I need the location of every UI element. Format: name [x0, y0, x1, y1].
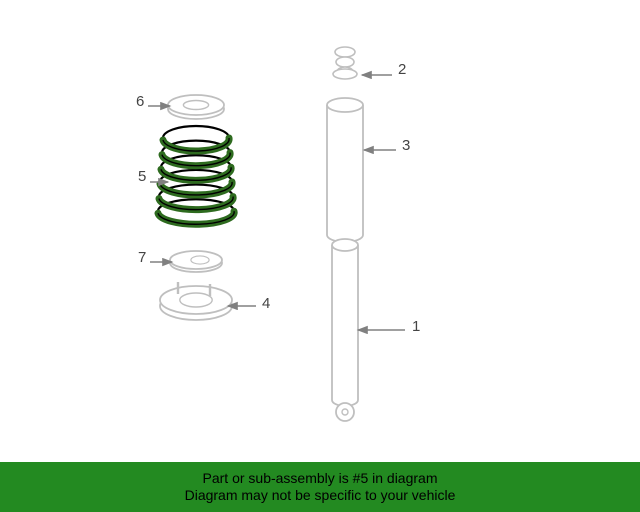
callout-7: 7: [138, 249, 146, 266]
caption-bar: Part or sub-assembly is #5 in diagram Di…: [0, 462, 640, 512]
callout-4: 4: [262, 295, 270, 312]
caption-line-2: Diagram may not be specific to your vehi…: [185, 487, 456, 504]
caption-line-1: Part or sub-assembly is #5 in diagram: [203, 470, 438, 487]
callout-1: 1: [412, 318, 420, 335]
parts-diagram-svg: [0, 0, 640, 460]
callout-5: 5: [138, 168, 146, 185]
callout-3: 3: [402, 137, 410, 154]
diagram-canvas: 1 2 3 4 5 6 7 Part or sub-assembly is #5…: [0, 0, 640, 512]
callout-2: 2: [398, 61, 406, 78]
callout-6: 6: [136, 93, 144, 110]
